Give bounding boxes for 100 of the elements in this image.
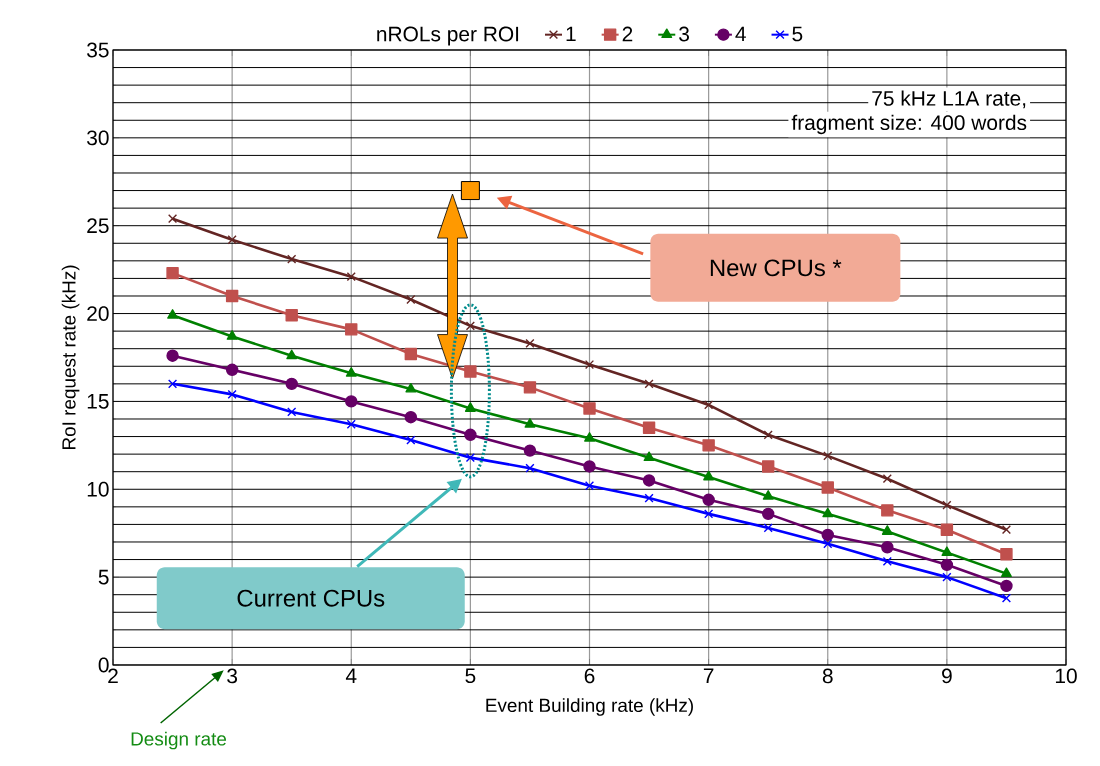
y-tick-label: 10 bbox=[87, 481, 109, 497]
point bbox=[763, 523, 773, 533]
point bbox=[881, 525, 893, 535]
point bbox=[702, 493, 715, 507]
point bbox=[882, 474, 892, 484]
point bbox=[227, 235, 237, 245]
annotation: fragment size: 400 words bbox=[791, 114, 1027, 135]
y-tick-label: 35 bbox=[87, 42, 109, 58]
point bbox=[464, 428, 477, 441]
point bbox=[166, 349, 179, 362]
y-tick-label: 0 bbox=[98, 657, 109, 673]
point bbox=[940, 558, 954, 572]
point bbox=[167, 379, 178, 389]
point bbox=[584, 359, 595, 370]
legend-label: 3 bbox=[679, 26, 689, 42]
legend-label: 4 bbox=[735, 26, 746, 42]
point bbox=[702, 439, 715, 452]
point bbox=[167, 214, 178, 224]
point bbox=[345, 367, 357, 377]
point bbox=[942, 500, 952, 510]
y-axis-title: RoI request rate (kHz) bbox=[61, 265, 80, 450]
point bbox=[285, 377, 298, 391]
point bbox=[524, 418, 536, 428]
point bbox=[763, 430, 773, 440]
legend-label: 2 bbox=[622, 26, 633, 42]
point bbox=[642, 474, 656, 487]
point bbox=[523, 444, 537, 457]
y-tick-label: 15 bbox=[87, 394, 109, 409]
annotation: New CPUs * bbox=[710, 259, 842, 277]
point bbox=[287, 407, 297, 417]
point bbox=[881, 541, 894, 554]
point bbox=[404, 347, 418, 361]
text: Design rate bbox=[131, 731, 227, 750]
point bbox=[1001, 525, 1012, 535]
point bbox=[460, 181, 480, 201]
point bbox=[346, 419, 356, 429]
point bbox=[761, 460, 775, 473]
point bbox=[821, 481, 834, 494]
point bbox=[166, 266, 179, 280]
x-tick-label: 2 bbox=[108, 668, 118, 684]
x-tick-label: 8 bbox=[822, 668, 833, 684]
point bbox=[583, 460, 596, 473]
legend-label: 5 bbox=[792, 26, 803, 42]
x-tick-label: 10 bbox=[1055, 668, 1077, 684]
point bbox=[881, 504, 894, 517]
point bbox=[523, 381, 537, 394]
point bbox=[525, 338, 535, 349]
point bbox=[584, 481, 595, 491]
point bbox=[942, 572, 952, 582]
y-tick-label: 30 bbox=[87, 130, 109, 146]
point bbox=[406, 435, 416, 445]
point bbox=[464, 365, 477, 378]
point bbox=[1000, 567, 1012, 578]
point bbox=[704, 509, 714, 519]
point bbox=[821, 528, 834, 542]
point bbox=[823, 451, 833, 461]
x-tick-label: 9 bbox=[942, 668, 952, 684]
point bbox=[882, 556, 892, 566]
legend-title: nROLs per ROI bbox=[377, 26, 519, 46]
point bbox=[642, 421, 656, 434]
point bbox=[406, 294, 416, 305]
x-tick-label: 7 bbox=[703, 668, 714, 683]
point bbox=[1000, 548, 1013, 561]
point bbox=[225, 363, 239, 376]
annotation: 75 kHz L1A rate, bbox=[872, 90, 1026, 109]
point bbox=[822, 507, 834, 518]
point bbox=[823, 539, 833, 549]
point bbox=[762, 490, 774, 500]
point bbox=[644, 379, 654, 389]
point bbox=[584, 432, 595, 442]
annotation: Current CPUs bbox=[237, 589, 385, 607]
point bbox=[940, 523, 954, 536]
x-tick-label: 5 bbox=[465, 668, 476, 684]
point bbox=[286, 349, 298, 360]
point bbox=[465, 321, 475, 331]
point bbox=[404, 411, 418, 424]
legend-label: 1 bbox=[566, 26, 576, 42]
point bbox=[405, 382, 417, 393]
point bbox=[225, 289, 239, 303]
point bbox=[346, 272, 356, 282]
point bbox=[226, 330, 238, 340]
point bbox=[941, 546, 953, 556]
point bbox=[1000, 579, 1013, 593]
point bbox=[1001, 593, 1012, 603]
point bbox=[345, 323, 358, 336]
point bbox=[345, 395, 358, 408]
x-tick-label: 6 bbox=[584, 668, 595, 684]
x-axis-title: Event Building rate (kHz) bbox=[486, 698, 693, 716]
point bbox=[704, 400, 714, 410]
point bbox=[285, 309, 298, 322]
point bbox=[583, 402, 596, 415]
y-tick-label: 5 bbox=[98, 569, 109, 585]
point bbox=[465, 453, 475, 463]
point bbox=[525, 463, 535, 473]
x-tick-label: 3 bbox=[227, 668, 238, 684]
point bbox=[227, 389, 237, 399]
point bbox=[703, 470, 715, 481]
x-tick-label: 4 bbox=[345, 668, 357, 683]
point bbox=[287, 254, 297, 264]
point bbox=[644, 493, 654, 503]
